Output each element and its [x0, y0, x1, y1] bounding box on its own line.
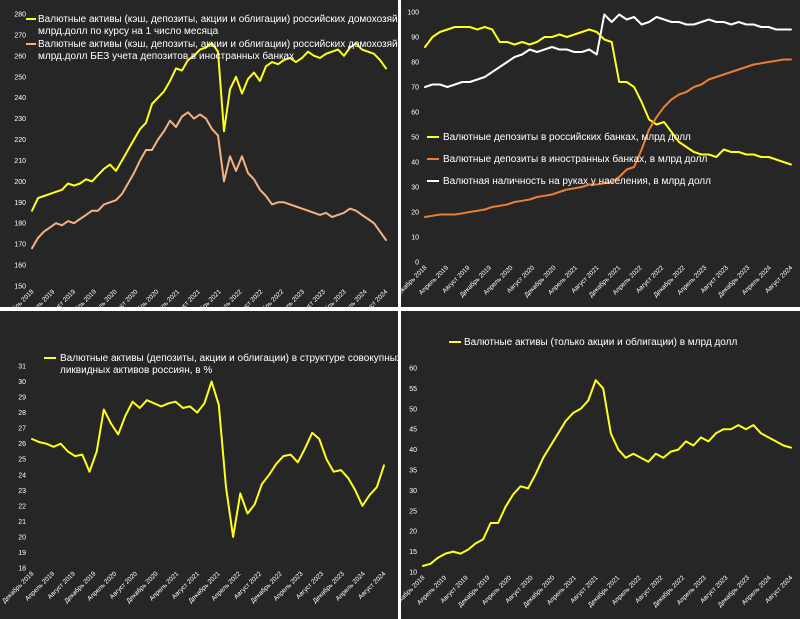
y-tick-label: 20 [18, 534, 26, 541]
y-tick-label: 260 [14, 53, 26, 60]
y-tick-label: 190 [14, 200, 26, 207]
legend-label: Валютные активы (кэш, депозиты, акции и … [38, 13, 398, 37]
chart-panel-top-right: 0 10 20 30 40 50 60 70 80 90 100 Декабрь 2018 Апрель… [401, 0, 800, 307]
series-line-1 [31, 111, 387, 250]
y-tick-label: 29 [18, 395, 26, 402]
y-tick-label: 200 [14, 179, 26, 186]
y-tick-label: 15 [409, 549, 417, 556]
y-tick-label: 20 [409, 529, 417, 536]
y-tick-label: 230 [14, 116, 26, 123]
chart-0-svg: 150 160 170 180 190 200 210 220 230 240 250 260 270 2… [0, 12, 398, 308]
y-tick-label: 10 [409, 570, 417, 577]
y-tick-label: 250 [14, 74, 26, 81]
y-tick-label: 280 [14, 12, 26, 19]
y-tick-label: 35 [409, 468, 417, 475]
y-tick-label: 20 [411, 210, 419, 217]
chart-panel-bottom-left: 18 19 20 21 22 23 24 25 26 27 28 29 30 31 Декабрь 2018… [0, 311, 398, 619]
y-tick-label: 10 [411, 235, 419, 242]
legend-label: Валютные активы (только акции и облигаци… [464, 336, 737, 348]
series-line-0 [31, 380, 385, 538]
y-tick-label: 70 [411, 85, 419, 92]
y-tick-label: 25 [409, 508, 417, 515]
y-tick-label: 60 [411, 110, 419, 117]
y-tick-label: 50 [411, 135, 419, 142]
y-tick-label: 30 [409, 488, 417, 495]
y-tick-label: 220 [14, 137, 26, 144]
y-tick-label: 170 [14, 242, 26, 249]
y-tick-label: 90 [411, 35, 419, 42]
y-tick-label: 80 [411, 60, 419, 67]
series-line-0 [31, 42, 387, 212]
series-line-0 [424, 26, 792, 166]
series-line-0 [422, 379, 792, 567]
legend-label: Валютная наличность на руках у населения… [443, 176, 711, 187]
chart-panel-top-left: 150 160 170 180 190 200 210 220 230 240 250 260 270 2… [0, 0, 398, 307]
y-tick-label: 40 [409, 447, 417, 454]
y-tick-label: 22 [18, 503, 26, 510]
y-tick-label: 30 [411, 185, 419, 192]
y-tick-label: 100 [407, 10, 419, 17]
y-tick-label: 180 [14, 221, 26, 228]
y-tick-label: 150 [14, 284, 26, 291]
y-tick-label: 160 [14, 263, 26, 270]
y-tick-label: 270 [14, 32, 26, 39]
y-tick-label: 26 [18, 441, 26, 448]
series-line-2 [424, 13, 792, 88]
y-tick-label: 40 [411, 160, 419, 167]
y-tick-label: 45 [409, 427, 417, 434]
legend-label: Валютные депозиты в российских банках, м… [443, 131, 691, 143]
chart-panel-bottom-right: 10 15 20 25 30 35 40 45 50 55 60 Декабрь 2018 Апрель… [401, 311, 800, 619]
y-tick-label: 210 [14, 158, 26, 165]
y-tick-label: 28 [18, 410, 26, 417]
legend-label: Валютные активы (кэш, депозиты, акции и … [38, 38, 398, 62]
y-tick-label: 60 [409, 366, 417, 373]
y-tick-label: 0 [415, 260, 419, 267]
legend-label: Валютные активы (депозиты, акции и облиг… [60, 352, 398, 376]
y-tick-label: 240 [14, 95, 26, 102]
y-tick-label: 30 [18, 379, 26, 386]
series-line-1 [424, 58, 792, 218]
y-tick-label: 24 [18, 472, 26, 479]
y-tick-label: 50 [409, 406, 417, 413]
y-tick-label: 23 [18, 488, 26, 495]
y-tick-label: 55 [409, 386, 417, 393]
y-tick-label: 21 [18, 519, 26, 526]
y-tick-label: 19 [18, 550, 26, 557]
y-tick-label: 25 [18, 457, 26, 464]
y-tick-label: 27 [18, 426, 26, 433]
legend-label: Валютные депозиты в иностранных банках, … [443, 153, 707, 165]
y-tick-label: 31 [18, 364, 26, 371]
y-tick-label: 18 [18, 566, 26, 573]
